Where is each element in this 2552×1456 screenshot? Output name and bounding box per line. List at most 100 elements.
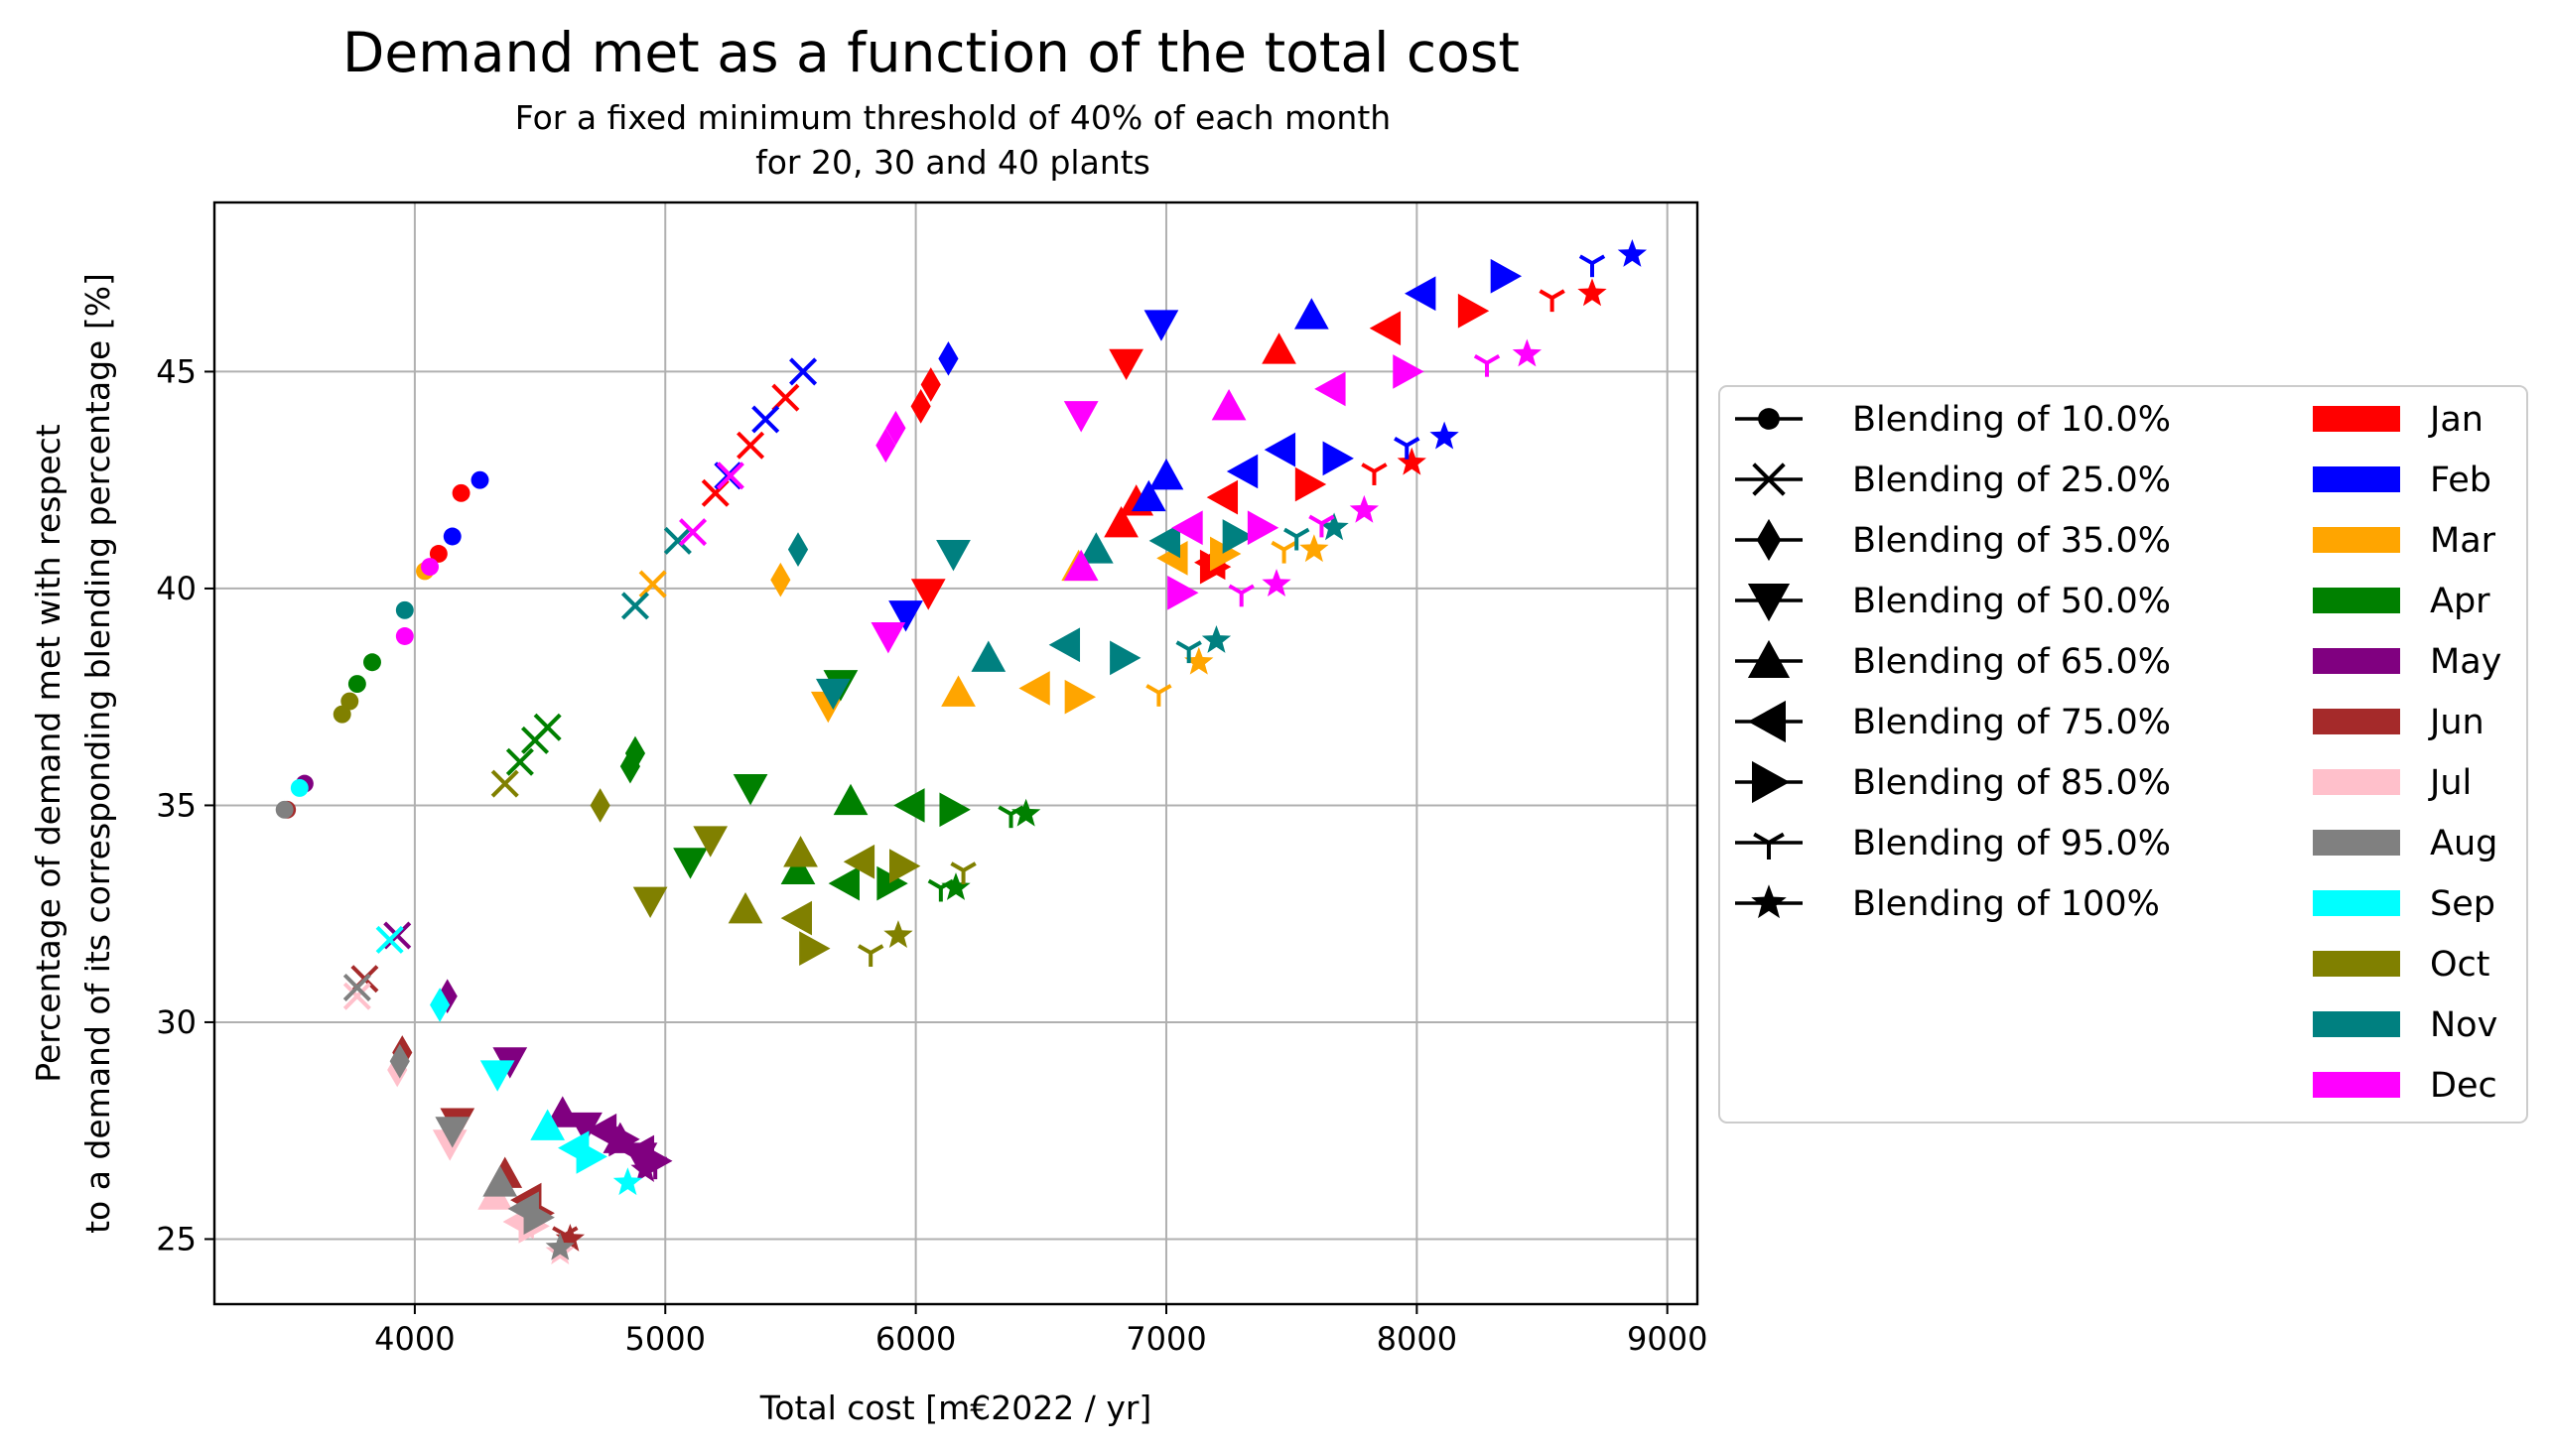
legend-item-month: Nov <box>2313 1005 2497 1045</box>
data-point-nov <box>1110 640 1142 676</box>
data-point-dec <box>1314 371 1346 407</box>
data-point-sep <box>375 925 404 954</box>
data-point-oct <box>843 844 875 879</box>
legend-label: Oct <box>2430 945 2490 985</box>
data-point-jan <box>1577 278 1607 307</box>
data-point-jan <box>737 431 765 460</box>
data-point-mar <box>1299 534 1329 563</box>
data-point-dec <box>1473 353 1501 377</box>
data-point-oct <box>799 931 831 967</box>
legend-marker-triangle-up <box>1747 639 1791 678</box>
legend-label: Aug <box>2430 824 2497 863</box>
data-point-dec <box>1211 389 1247 421</box>
legend-marker-x <box>1752 463 1786 496</box>
data-point-apr <box>893 788 925 823</box>
legend-marker-circle <box>1758 408 1780 430</box>
legend-label: Blending of 100% <box>1852 884 2160 924</box>
data-point-oct <box>333 705 351 724</box>
data-point-sep <box>576 1139 607 1174</box>
data-point-feb <box>1322 441 1354 476</box>
data-point-jan <box>1104 506 1139 538</box>
data-point-sep <box>430 988 451 1022</box>
data-point-aug <box>275 800 294 819</box>
data-point-nov <box>1175 640 1202 664</box>
data-point-sep <box>612 1167 643 1196</box>
chart-title: Demand met as a function of the total co… <box>342 21 1520 84</box>
data-point-apr <box>363 653 381 672</box>
data-point-mar <box>941 675 976 707</box>
data-point-nov <box>971 640 1007 672</box>
chart-subtitle-line-2: for 20, 30 and 40 plants <box>755 143 1150 182</box>
data-point-mar <box>770 562 791 597</box>
data-point-apr <box>1011 798 1041 827</box>
data-point-dec <box>1349 494 1380 523</box>
legend-color-patch <box>2313 588 2400 613</box>
legend-label: Blending of 65.0% <box>1852 642 2171 682</box>
legend-color-patch <box>2313 709 2400 734</box>
data-point-feb <box>751 405 780 434</box>
data-point-feb <box>1148 458 1184 490</box>
legend-color-patch <box>2313 1011 2400 1037</box>
data-point-aug <box>523 1200 555 1235</box>
x-tick-label: 8000 <box>1377 1320 1457 1358</box>
data-point-oct <box>950 861 977 884</box>
data-point-oct <box>693 826 729 858</box>
y-axis-label-line-2: to a demand of its corresponding blendin… <box>78 273 117 1234</box>
y-tick-label: 30 <box>156 1003 197 1041</box>
data-point-dec <box>885 410 906 446</box>
data-point-nov <box>787 532 809 567</box>
legend-item-blending: Blending of 35.0% <box>1735 518 2171 562</box>
data-point-oct <box>780 900 813 936</box>
data-point-apr <box>780 853 816 884</box>
data-point-feb <box>1293 298 1329 330</box>
data-point-dec <box>395 627 414 645</box>
legend-item-month: Aug <box>2313 824 2497 863</box>
legend-item-month: Jun <box>2313 703 2485 742</box>
x-tick-label: 5000 <box>625 1320 706 1358</box>
legend-color-patch <box>2313 1072 2400 1098</box>
data-point-oct <box>858 944 884 968</box>
data-point-apr <box>733 773 768 806</box>
legend-color-patch <box>2313 466 2400 492</box>
data-point-oct <box>340 692 359 711</box>
data-point-jan <box>429 545 448 563</box>
plot-area-frame <box>212 200 1699 1306</box>
data-point-may <box>383 921 412 950</box>
data-point-jan <box>1397 447 1426 475</box>
data-point-dec <box>1228 584 1255 607</box>
legend-label: Blending of 10.0% <box>1852 400 2171 440</box>
y-tick-label: 40 <box>156 570 197 607</box>
data-point-jan <box>1539 289 1565 313</box>
data-point-dec <box>1171 510 1203 546</box>
legend-color-patch <box>2313 527 2400 553</box>
legend-color-patch <box>2313 648 2400 674</box>
data-point-apr <box>624 735 646 771</box>
data-point-feb <box>443 527 462 546</box>
grid <box>214 202 1697 1304</box>
legend-item-blending: Blending of 75.0% <box>1735 700 2171 743</box>
x-axis-label: Total cost [m€2022 / yr] <box>759 1389 1152 1427</box>
data-point-may <box>585 1113 617 1148</box>
data-point-nov <box>1283 527 1310 551</box>
data-point-feb <box>1226 454 1259 489</box>
data-point-oct <box>883 920 913 949</box>
legend-color-patch <box>2313 830 2400 856</box>
legend-item-blending: Blending of 25.0% <box>1735 461 2171 500</box>
data-point-feb <box>1394 436 1420 460</box>
legend-item-blending: Blending of 95.0% <box>1735 824 2171 863</box>
data-point-nov <box>936 539 971 572</box>
data-point-nov <box>1319 512 1349 541</box>
data-point-sep <box>530 1109 566 1140</box>
legend-label: Nov <box>2430 1005 2497 1045</box>
data-point-feb <box>888 600 923 632</box>
legend-item-blending: Blending of 50.0% <box>1735 582 2171 622</box>
data-point-oct <box>590 788 610 823</box>
y-tick-label: 45 <box>156 352 197 390</box>
data-point-aug <box>435 1117 470 1148</box>
data-point-dec <box>1247 510 1279 546</box>
legend-marker-diamond <box>1756 518 1782 562</box>
data-point-apr <box>941 872 971 900</box>
y-tick-label: 35 <box>156 786 197 824</box>
data-point-feb <box>1429 421 1459 450</box>
data-point-mar <box>1064 679 1097 715</box>
